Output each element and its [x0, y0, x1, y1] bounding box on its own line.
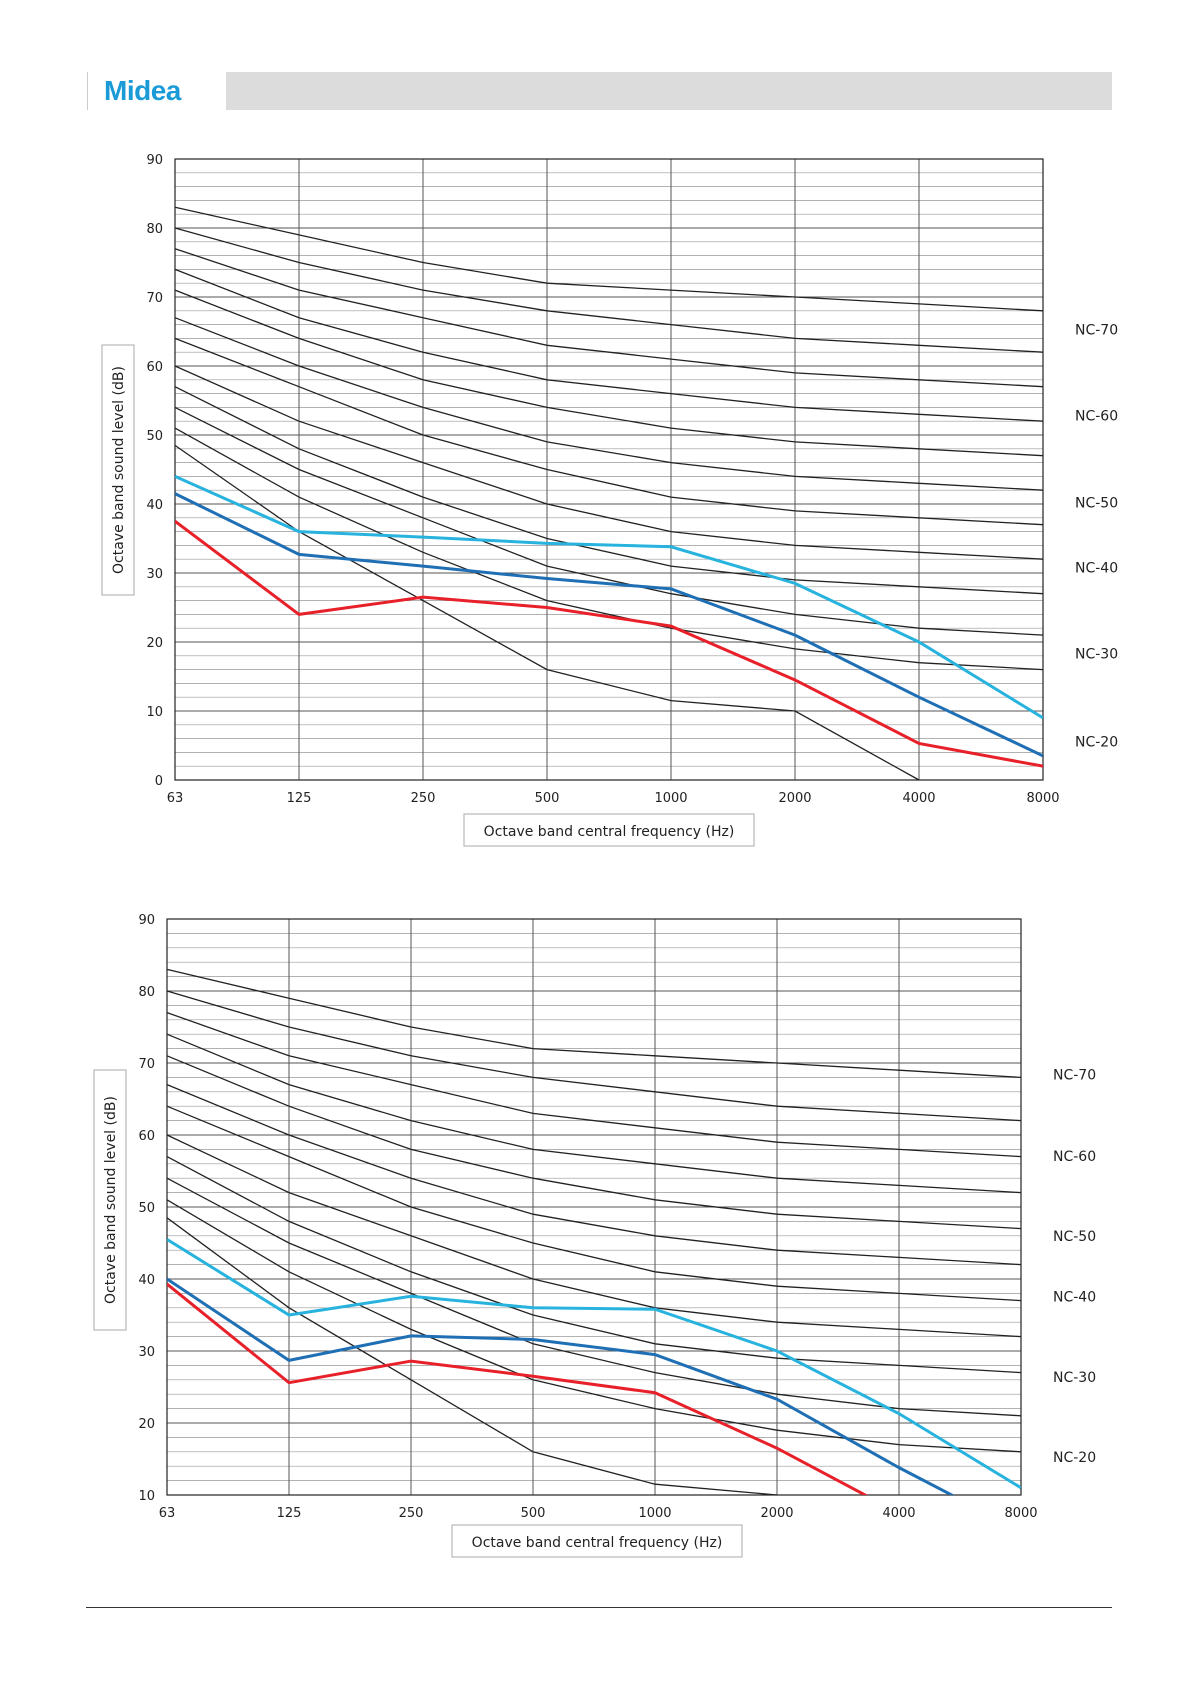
- nc-label: NC-30: [1053, 1370, 1096, 1386]
- nc-label: NC-60: [1053, 1149, 1096, 1165]
- nc-label: NC-20: [1075, 734, 1118, 750]
- y-tick-label: 20: [146, 636, 163, 651]
- y-tick-label: 40: [146, 498, 163, 513]
- nc-curve: [166, 1105, 1022, 1302]
- y-tick-label: 10: [146, 705, 163, 720]
- y-axis-label-box: [93, 1069, 127, 1331]
- y-tick-label: 60: [138, 1129, 155, 1144]
- y-tick-label: 60: [146, 360, 163, 375]
- nc-curve: [166, 1134, 1022, 1338]
- y-tick-label: 50: [146, 429, 163, 444]
- nc-curve: [166, 1217, 778, 1496]
- header-divider: [87, 72, 88, 110]
- plot-frame: [174, 158, 1044, 781]
- y-tick-label: 30: [138, 1345, 155, 1360]
- x-tick-label: 125: [287, 791, 312, 806]
- plot-frame: [166, 918, 1022, 1496]
- nc-curve: [166, 1156, 1022, 1374]
- series-line-blue: [175, 492, 1043, 758]
- x-tick-label: 125: [277, 1506, 302, 1521]
- nc-curve: [174, 427, 1044, 671]
- nc-label: NC-70: [1053, 1068, 1096, 1084]
- nc-label: NC-40: [1053, 1289, 1096, 1305]
- x-tick-label: 2000: [760, 1506, 793, 1521]
- nc-curve: [166, 990, 1022, 1122]
- nc-label: NC-50: [1053, 1229, 1096, 1245]
- nc-label: NC-30: [1075, 647, 1118, 663]
- nc-curve: [166, 1177, 1022, 1417]
- nc-curve: [174, 317, 1044, 491]
- footer-divider: [86, 1607, 1112, 1608]
- nc-curve: [166, 1011, 1022, 1158]
- nc-curve: [174, 248, 1044, 388]
- y-tick-label: 0: [155, 774, 163, 789]
- x-tick-label: 4000: [882, 1506, 915, 1521]
- series-line-blue: [167, 1277, 955, 1495]
- x-tick-label: 8000: [1026, 791, 1059, 806]
- y-axis-label: Octave band sound level (dB): [103, 1096, 119, 1304]
- y-tick-label: 30: [146, 567, 163, 582]
- nc-curve: [166, 968, 1022, 1079]
- nc-label: NC-20: [1053, 1450, 1096, 1466]
- nc-chart-1: 0 10 20 30 40 50 60 70 80 90 63 125 250 500 1000 2000 40…: [101, 153, 1118, 847]
- nc-curve: [166, 1055, 1022, 1230]
- nc-chart-2: 10 20 30 40 50 60 70 80 90 63 125 250 500 1000 2000 400…: [93, 913, 1096, 1558]
- x-tick-label: 1000: [654, 791, 687, 806]
- x-tick-label: 500: [535, 791, 560, 806]
- series-line-red: [167, 1282, 869, 1495]
- x-tick-label: 8000: [1004, 1506, 1037, 1521]
- header-bar: [226, 72, 1112, 110]
- y-tick-label: 10: [138, 1489, 155, 1504]
- x-tick-label: 250: [411, 791, 436, 806]
- nc-curve: [174, 227, 1044, 353]
- nc-curve: [174, 337, 1044, 526]
- y-tick-label: 50: [138, 1201, 155, 1216]
- x-tick-label: 250: [399, 1506, 424, 1521]
- y-tick-label: 40: [138, 1273, 155, 1288]
- x-axis-label: Octave band central frequency (Hz): [484, 824, 735, 840]
- midea-logo: Midea: [104, 68, 181, 114]
- nc-curve: [174, 365, 1044, 560]
- series-line-cyan: [175, 475, 1043, 720]
- x-axis-label-box: [451, 1524, 743, 1558]
- x-axis-label: Octave band central frequency (Hz): [472, 1535, 723, 1551]
- y-axis-label-box: [101, 344, 135, 596]
- nc-curve: [174, 206, 1044, 312]
- nc-curve: [166, 1033, 1022, 1194]
- nc-curve: [174, 268, 1044, 422]
- nc-curve: [174, 406, 1044, 636]
- x-tick-label: 1000: [638, 1506, 671, 1521]
- x-axis-label-box: [463, 813, 755, 847]
- y-tick-label: 90: [138, 913, 155, 928]
- y-tick-label: 70: [138, 1057, 155, 1072]
- nc-label: NC-40: [1075, 560, 1118, 576]
- y-tick-label: 90: [146, 153, 163, 168]
- nc-label: NC-70: [1075, 322, 1118, 338]
- x-tick-label: 2000: [778, 791, 811, 806]
- nc-label: NC-50: [1075, 496, 1118, 512]
- series-line-red: [175, 520, 1043, 768]
- y-tick-label: 80: [146, 222, 163, 237]
- nc-curve: [174, 386, 1044, 595]
- nc-curve: [174, 289, 1044, 457]
- nc-label: NC-60: [1075, 409, 1118, 425]
- y-tick-label: 80: [138, 985, 155, 1000]
- nc-curve: [166, 1199, 1022, 1453]
- logo-text: Midea: [104, 75, 181, 106]
- y-axis-label: Octave band sound level (dB): [111, 366, 127, 574]
- nc-curve: [166, 1083, 1022, 1266]
- x-tick-label: 63: [159, 1506, 176, 1521]
- x-tick-label: 63: [167, 791, 184, 806]
- y-tick-label: 20: [138, 1417, 155, 1432]
- x-tick-label: 500: [521, 1506, 546, 1521]
- y-tick-label: 70: [146, 291, 163, 306]
- series-line-cyan: [167, 1238, 1021, 1490]
- x-tick-label: 4000: [902, 791, 935, 806]
